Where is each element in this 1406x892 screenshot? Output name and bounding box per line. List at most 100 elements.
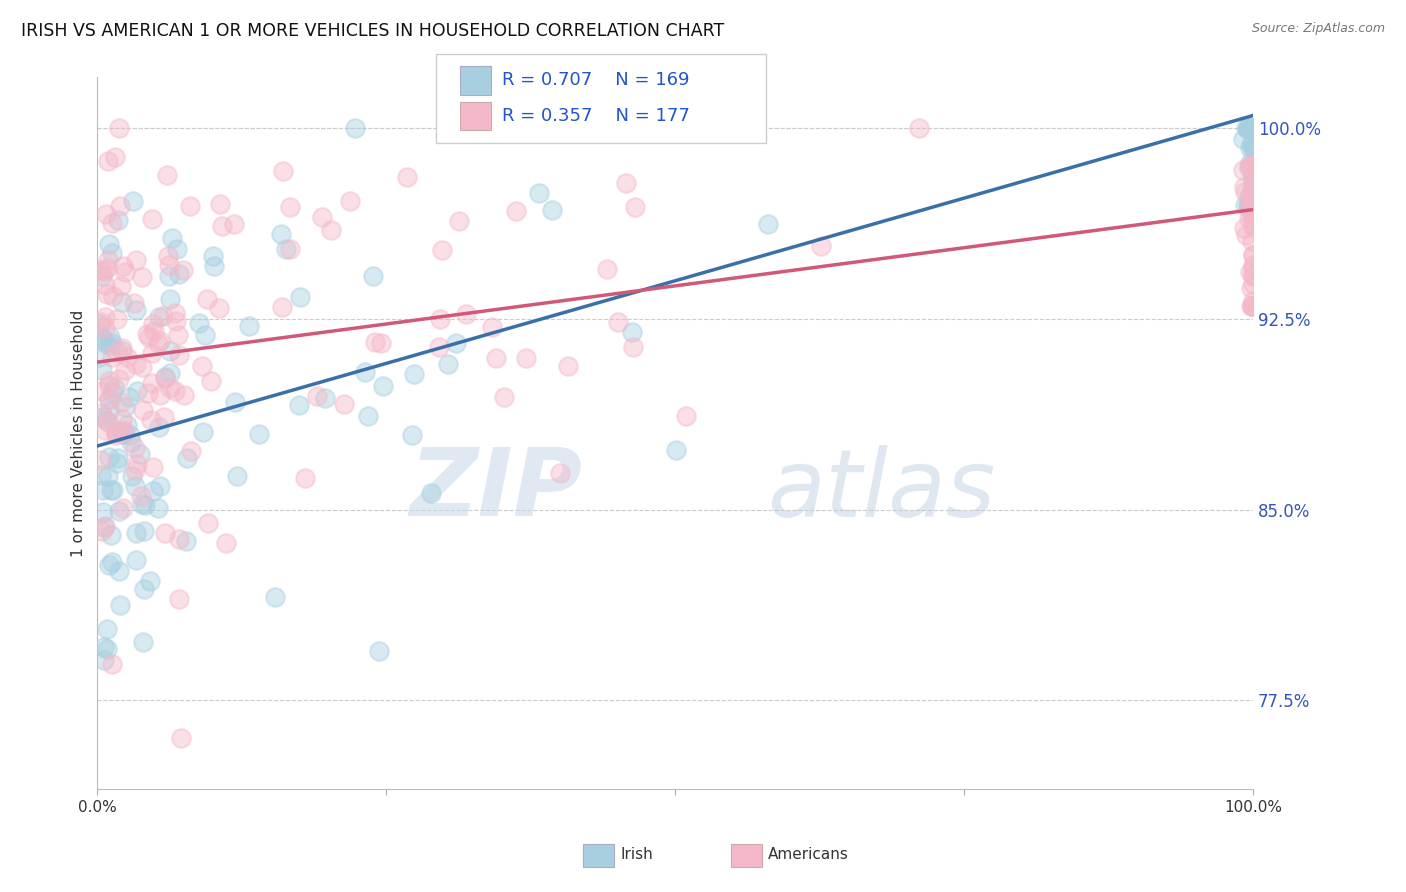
Point (117, 417, 139, 432)
Point (125, 525, 148, 540)
Y-axis label: 1 or more Vehicles in Household: 1 or more Vehicles in Household (72, 310, 86, 557)
Point (93, 640, 115, 654)
Point (97, 153, 120, 168)
Point (756, 217, 779, 231)
Text: R = 0.357    N = 177: R = 0.357 N = 177 (502, 107, 690, 125)
Point (108, 598, 131, 612)
Point (138, 574, 160, 588)
Point (87, 351, 110, 365)
Point (436, 357, 458, 371)
Point (208, 197, 231, 211)
Point (103, 380, 125, 394)
Point (1232, 131, 1254, 145)
Point (1239, 265, 1261, 279)
Point (1241, 193, 1264, 207)
Point (1241, 177, 1264, 191)
Point (101, 483, 124, 497)
Point (91, 330, 114, 344)
Point (101, 350, 124, 364)
Point (1240, 299, 1263, 313)
Point (148, 420, 170, 434)
Point (1240, 121, 1263, 136)
Point (1241, 160, 1264, 174)
Point (143, 324, 166, 338)
Point (94, 519, 117, 533)
Point (127, 457, 149, 471)
Point (226, 468, 249, 483)
Point (1232, 162, 1254, 177)
Point (111, 412, 134, 426)
Point (152, 409, 174, 424)
Point (1241, 166, 1264, 180)
Point (148, 310, 170, 324)
Point (623, 200, 645, 214)
Point (558, 121, 581, 136)
Point (101, 555, 124, 569)
Point (288, 290, 311, 304)
Point (98, 404, 121, 418)
Point (89, 468, 111, 483)
Point (101, 335, 124, 350)
Point (527, 186, 550, 200)
Point (1233, 180, 1256, 194)
Point (1233, 221, 1256, 235)
Point (1241, 181, 1264, 195)
Point (114, 363, 136, 377)
Point (1240, 121, 1263, 136)
Point (446, 335, 468, 350)
Point (108, 372, 131, 386)
Point (276, 242, 298, 256)
Point (188, 316, 211, 330)
Point (108, 564, 131, 578)
Point (1241, 183, 1264, 197)
Text: Source: ZipAtlas.com: Source: ZipAtlas.com (1251, 22, 1385, 36)
Point (157, 258, 180, 272)
Point (314, 392, 336, 406)
Point (98, 329, 121, 343)
Point (1241, 121, 1264, 136)
Point (149, 388, 172, 402)
Point (1241, 121, 1264, 136)
Point (125, 252, 148, 267)
Point (97, 377, 120, 392)
Point (120, 434, 142, 449)
Point (1241, 197, 1264, 211)
Point (1241, 160, 1264, 174)
Point (94, 412, 117, 426)
Point (173, 388, 195, 402)
Point (1241, 299, 1264, 313)
Point (176, 451, 198, 466)
Point (1241, 173, 1264, 187)
Point (94, 278, 117, 293)
Point (1241, 141, 1264, 155)
Point (98, 558, 121, 573)
Point (141, 346, 163, 360)
Point (1241, 121, 1264, 136)
Point (94, 424, 117, 438)
Point (176, 533, 198, 548)
Point (142, 318, 165, 332)
Point (169, 348, 191, 362)
Point (1241, 235, 1264, 249)
Point (1240, 197, 1263, 211)
Point (1241, 218, 1264, 232)
Point (319, 222, 342, 236)
Point (90, 406, 112, 420)
Point (332, 397, 354, 411)
Point (339, 194, 361, 208)
Point (311, 210, 333, 224)
Point (515, 351, 537, 365)
Point (149, 479, 172, 493)
Point (159, 381, 181, 395)
Point (1233, 197, 1256, 211)
Point (1241, 136, 1264, 151)
Point (1241, 160, 1264, 174)
Point (97, 392, 120, 406)
Point (94, 336, 117, 351)
Point (100, 528, 122, 542)
Point (169, 592, 191, 607)
Point (1241, 121, 1264, 136)
Point (107, 451, 129, 466)
Point (1237, 197, 1260, 211)
Point (90, 363, 112, 377)
